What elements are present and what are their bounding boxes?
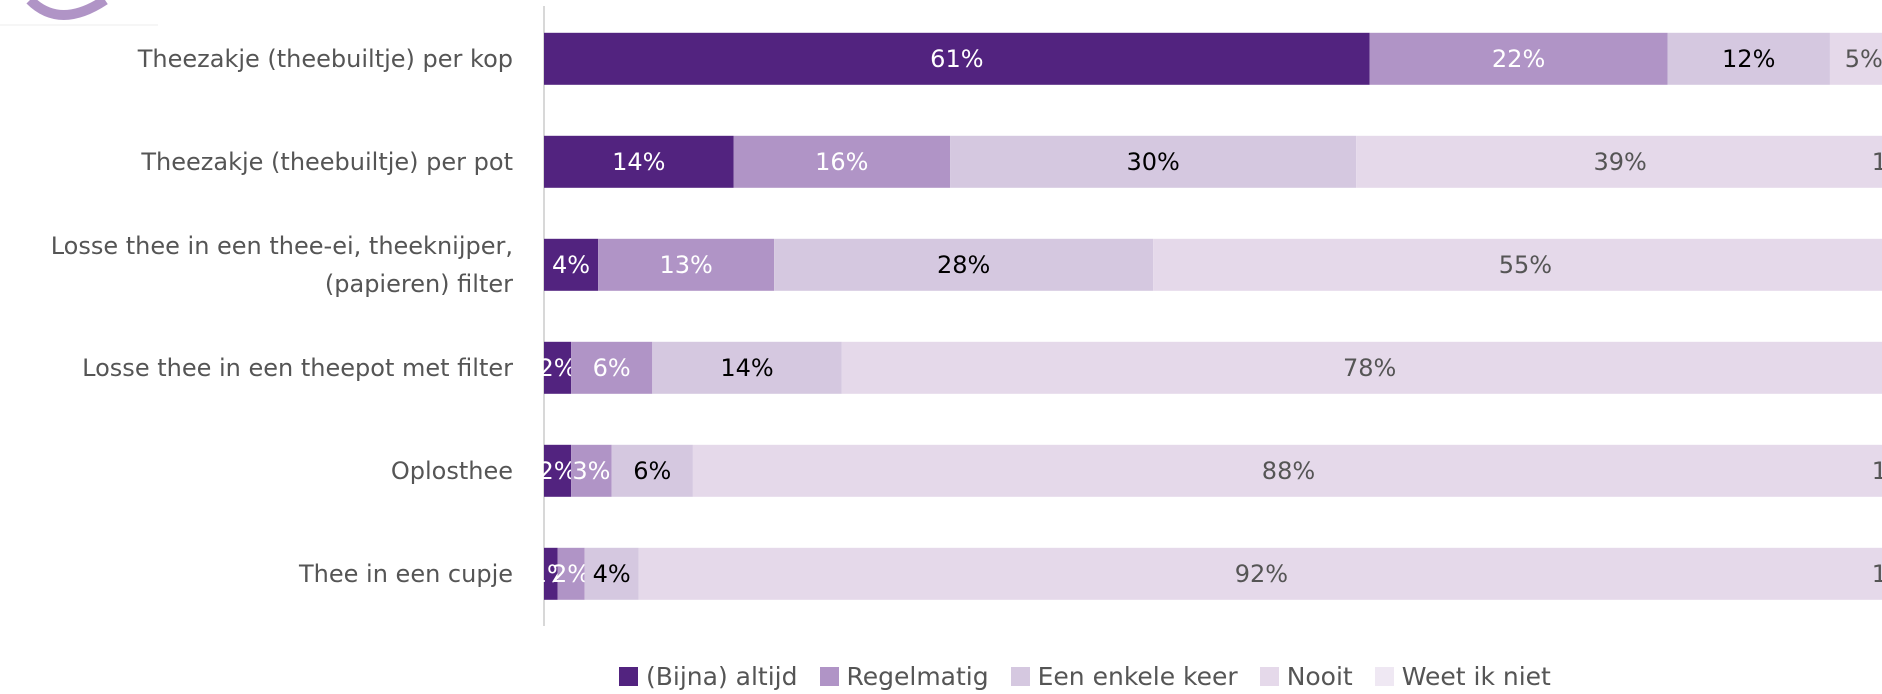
bar-segment	[1356, 135, 1882, 188]
legend-swatch	[1259, 667, 1279, 686]
legend-swatch	[1010, 667, 1030, 686]
value-label: 6%	[593, 354, 631, 382]
legend-swatch	[819, 667, 839, 686]
value-label: 14%	[612, 148, 665, 176]
legend-label: Nooit	[1286, 662, 1353, 691]
bar-segment	[557, 547, 585, 600]
bar-segment	[692, 444, 1882, 497]
value-label: 13%	[659, 251, 712, 279]
legend: (Bijna) altijd Regelmatig Een enkele keer N…	[619, 662, 1551, 691]
category-label: Thee in een cupje	[299, 559, 513, 588]
bar-segment	[1153, 238, 1882, 291]
bar-segment	[598, 238, 775, 291]
legend-item: (Bijna) altijd	[619, 662, 798, 691]
bar-segment	[841, 341, 1882, 394]
value-label: 3%	[572, 457, 610, 485]
value-label: 39%	[1593, 148, 1646, 176]
category-label: Theezakje (theebuiltje) per kop	[137, 44, 513, 73]
legend-item: Een enkele keer	[1010, 662, 1238, 691]
bar-segment	[1829, 32, 1882, 85]
value-label: 4%	[552, 251, 590, 279]
legend-swatch	[1374, 667, 1394, 686]
value-label: 92%	[1235, 560, 1288, 588]
bar-segment	[571, 444, 612, 497]
logo-fragment	[26, 0, 108, 20]
bar-segment	[544, 32, 1370, 85]
category-label: Theezakje (theebuiltje) per pot	[141, 147, 513, 176]
category-label: Oplosthee	[390, 456, 513, 485]
value-label: 2%	[552, 560, 590, 588]
bar-segment	[950, 135, 1357, 188]
value-label: 2%	[538, 354, 576, 382]
value-label: 1%	[1872, 560, 1882, 588]
legend-item: Nooit	[1259, 662, 1353, 691]
value-label: 1%	[1872, 148, 1882, 176]
legend-label: (Bijna) altijd	[646, 662, 798, 691]
value-label: 14%	[720, 354, 773, 382]
legend-label: Weet ik niet	[1401, 662, 1551, 691]
value-label: 12%	[1722, 45, 1775, 73]
category-label: Losse thee in een thee-ei, theeknijper, …	[50, 231, 513, 298]
bar-segment	[544, 547, 558, 600]
category-label: Losse thee in een theepot met filter	[82, 353, 513, 382]
value-label: 1%	[1872, 457, 1882, 485]
legend-swatch	[619, 667, 638, 686]
value-label: 61%	[930, 45, 983, 73]
value-label: 55%	[1499, 251, 1552, 279]
value-label: 6%	[633, 457, 671, 485]
legend-item: Regelmatig	[819, 662, 989, 691]
bar-segment	[652, 341, 842, 394]
value-label: 22%	[1492, 45, 1545, 73]
bar-segment	[544, 341, 572, 394]
value-label: 78%	[1343, 354, 1396, 382]
bar-segment	[544, 238, 599, 291]
legend-label: Regelmatig	[846, 662, 989, 691]
value-label: 4%	[593, 560, 631, 588]
bar-segment	[571, 341, 653, 394]
bar-segment	[544, 444, 572, 497]
bar-segment	[1667, 32, 1830, 85]
value-label: 5%	[1845, 45, 1882, 73]
bar-segment	[733, 135, 951, 188]
bar-segment	[584, 547, 639, 600]
legend-item: Weet ik niet	[1374, 662, 1551, 691]
bar-segment	[774, 238, 1154, 291]
legend-label: Een enkele keer	[1037, 662, 1238, 691]
value-label: 88%	[1262, 457, 1315, 485]
value-label: 2%	[538, 457, 576, 485]
bar-segment	[1369, 32, 1668, 85]
bar-segment	[638, 547, 1882, 600]
value-label: 16%	[815, 148, 868, 176]
value-label: 30%	[1126, 148, 1179, 176]
value-label: 28%	[937, 251, 990, 279]
bar-segment	[611, 444, 693, 497]
bar-segment	[544, 135, 734, 188]
